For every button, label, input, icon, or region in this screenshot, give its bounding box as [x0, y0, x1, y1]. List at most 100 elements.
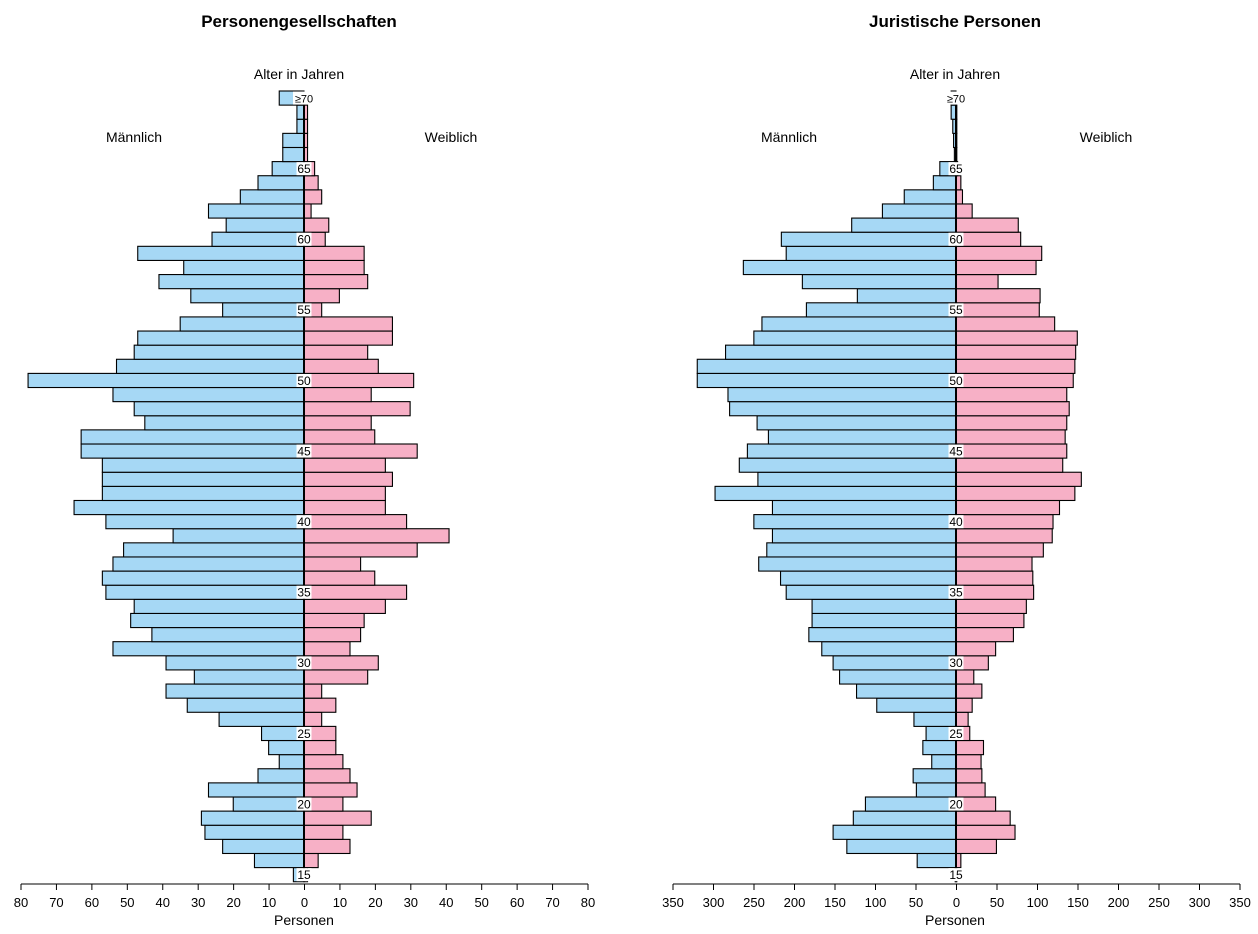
age-label-bg-55 — [296, 303, 312, 317]
bar-male-age-41 — [73, 499, 305, 516]
bar-female-age-36 — [955, 570, 1034, 586]
bar-female-age-18 — [303, 824, 344, 840]
bar-female-age-32 — [955, 627, 1014, 643]
bar-female-age-47 — [303, 415, 372, 431]
bar-male-age-28 — [855, 683, 957, 699]
bar-male-age-39 — [771, 528, 957, 544]
bar-male-age-42 — [101, 485, 305, 502]
bar-male-age-37 — [112, 556, 305, 572]
age-label-bg-70 — [293, 91, 315, 105]
bar-female-age-26 — [303, 711, 323, 727]
bar-male-age-17 — [846, 838, 957, 855]
bar-male-age-43 — [757, 471, 957, 487]
age-label-60: 60 — [949, 233, 963, 247]
bar-male-age-46 — [767, 429, 957, 445]
bar-male-age-44 — [738, 457, 957, 473]
bar-female-age-42 — [303, 485, 386, 502]
bar-male-age-51 — [696, 358, 957, 374]
bar-male-age-61 — [851, 217, 957, 233]
bar-male-age-40 — [105, 514, 305, 530]
age-label-20: 20 — [297, 797, 311, 811]
bar-female-age-52 — [955, 344, 1077, 360]
age-label-bg-65 — [296, 162, 312, 176]
female-label: Weiblich — [425, 129, 478, 145]
bar-female-age-53 — [955, 330, 1078, 346]
bar-female-age-27 — [303, 697, 337, 713]
bars — [27, 90, 450, 883]
x-tick-label: 100 — [1027, 895, 1049, 910]
bar-male-age-58 — [742, 259, 957, 276]
x-tick-label: 250 — [743, 895, 765, 910]
bar-female-age-48 — [955, 401, 1070, 417]
age-label-bg-15 — [948, 868, 964, 882]
bar-male-age-55 — [222, 302, 305, 318]
bar-male-age-38 — [123, 542, 305, 558]
bar-female-age-24 — [955, 739, 985, 756]
bar-male-age-18 — [832, 824, 957, 840]
bar-female-age-28 — [955, 683, 983, 699]
bar-female-age-44 — [955, 457, 1064, 473]
bar-female-age-26 — [955, 711, 969, 727]
age-axis-label: Alter in Jahren — [910, 66, 1000, 82]
bar-female-age-40 — [955, 514, 1054, 530]
bar-male-age-41 — [771, 499, 957, 516]
bar-male-age-31 — [112, 641, 305, 657]
bar-female-age-35 — [955, 584, 1035, 600]
bar-male-age-24 — [268, 739, 305, 756]
chart-title: Juristische Personen — [869, 12, 1041, 31]
bar-male-age-17 — [222, 838, 305, 855]
bar-male-age-63 — [903, 189, 957, 205]
bar-male-age-56 — [190, 288, 305, 304]
bar-male-age-34 — [133, 598, 305, 614]
bar-male-age-69 — [296, 104, 305, 120]
age-label-35: 35 — [297, 586, 311, 600]
x-tick-label: 250 — [1148, 895, 1170, 910]
bar-female-age-36 — [303, 570, 376, 586]
bar-female-age-58 — [303, 259, 365, 276]
bar-male-age-50 — [27, 372, 305, 389]
bar-male-age-21 — [915, 782, 957, 798]
bar-female-age-59 — [955, 245, 1043, 261]
x-tick-label: 50 — [990, 895, 1004, 910]
bar-female-age-23 — [955, 754, 982, 770]
bar-male-age-51 — [115, 358, 305, 374]
bar-female-age-64 — [303, 175, 319, 191]
age-label-bg-65 — [948, 162, 964, 176]
bar-male-age-19 — [200, 810, 305, 826]
age-label-bg-60 — [948, 232, 964, 246]
bar-female-age-45 — [955, 443, 1068, 459]
male-label: Männlich — [106, 129, 162, 145]
bar-female-age-57 — [303, 274, 369, 290]
bar-male-age-32 — [808, 627, 957, 643]
bar-male-age-24 — [922, 739, 957, 756]
age-label-65: 65 — [949, 162, 963, 176]
bar-female-age-21 — [955, 782, 986, 798]
bar-male-age-35 — [785, 584, 957, 600]
bar-male-age-38 — [766, 542, 957, 558]
bar-male-age-55 — [805, 302, 957, 318]
bar-male-age-23 — [278, 754, 305, 770]
bar-female-age-46 — [303, 429, 376, 445]
bar-male-age-46 — [80, 429, 305, 445]
x-tick-label: 30 — [404, 895, 418, 910]
age-label-30: 30 — [297, 656, 311, 670]
bar-male-age-52 — [725, 344, 957, 360]
age-label-bg-40 — [948, 515, 964, 529]
age-label-25: 25 — [297, 727, 311, 741]
bar-male-age-39 — [172, 528, 305, 544]
x-tick-label: 40 — [439, 895, 453, 910]
x-tick-label: 30 — [191, 895, 205, 910]
bar-male-age-30 — [165, 655, 305, 671]
bar-male-age-62 — [207, 203, 305, 219]
x-tick-label: 300 — [703, 895, 725, 910]
bar-female-age-50 — [303, 372, 415, 389]
bar-male-age-47 — [756, 415, 957, 431]
bar-female-age-62 — [303, 203, 312, 219]
x-tick-label: 350 — [662, 895, 684, 910]
age-label-bg-30 — [948, 656, 964, 670]
age-label-bg-35 — [296, 585, 312, 599]
age-label-40: 40 — [297, 515, 311, 529]
age-label-55: 55 — [297, 303, 311, 317]
bar-male-age-47 — [144, 415, 305, 431]
